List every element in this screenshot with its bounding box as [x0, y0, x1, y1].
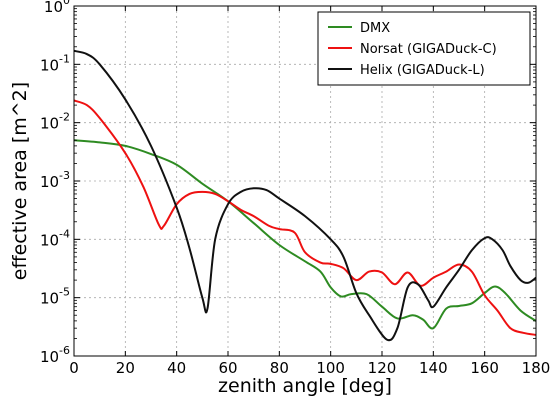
x-axis-label: zenith angle [deg]: [218, 375, 392, 397]
x-tick-label: 40: [167, 359, 186, 377]
y-tick-label: 10-1: [40, 52, 70, 74]
legend-label: Norsat (GIGADuck-C): [360, 42, 497, 57]
legend-box: [317, 11, 531, 86]
x-tick-label: 80: [270, 359, 289, 377]
x-tick-labels: 0 20 40 60 80 100 120 140 160 180: [69, 359, 550, 377]
grid: [74, 6, 536, 356]
x-tick-label: 0: [69, 359, 79, 377]
legend: DMX Norsat (GIGADuck-C) Helix (GIGADuck-L): [317, 11, 531, 86]
series-line-helix-gigaduck-l: [74, 49, 536, 342]
legend-label: DMX: [360, 21, 390, 36]
x-tick-label: 60: [218, 359, 237, 377]
series-line-norsat-gigaduck-c: [74, 99, 536, 336]
x-tick-label: 180: [522, 359, 551, 377]
x-tick-label: 100: [316, 359, 345, 377]
y-tick-label: 10-5: [40, 286, 70, 308]
y-tick-label: 10-3: [40, 169, 70, 191]
x-tick-label: 160: [470, 359, 499, 377]
y-tick-labels: 10-6 10-5 10-4 10-3 10-2 10-1 100: [40, 0, 70, 366]
x-tick-label: 120: [368, 359, 397, 377]
y-axis-label: effective area [m^2]: [9, 82, 31, 280]
y-tick-label: 10-2: [40, 111, 70, 133]
legend-label: Helix (GIGADuck-L): [360, 63, 485, 78]
series-layer: [74, 49, 536, 342]
y-tick-label: 10-6: [40, 344, 70, 366]
ticks: [73, 5, 537, 357]
series-line-dmx: [74, 139, 536, 330]
x-tick-label: 20: [116, 359, 135, 377]
x-tick-label: 140: [419, 359, 448, 377]
y-tick-label: 100: [44, 0, 70, 16]
y-tick-label: 10-4: [40, 227, 70, 249]
